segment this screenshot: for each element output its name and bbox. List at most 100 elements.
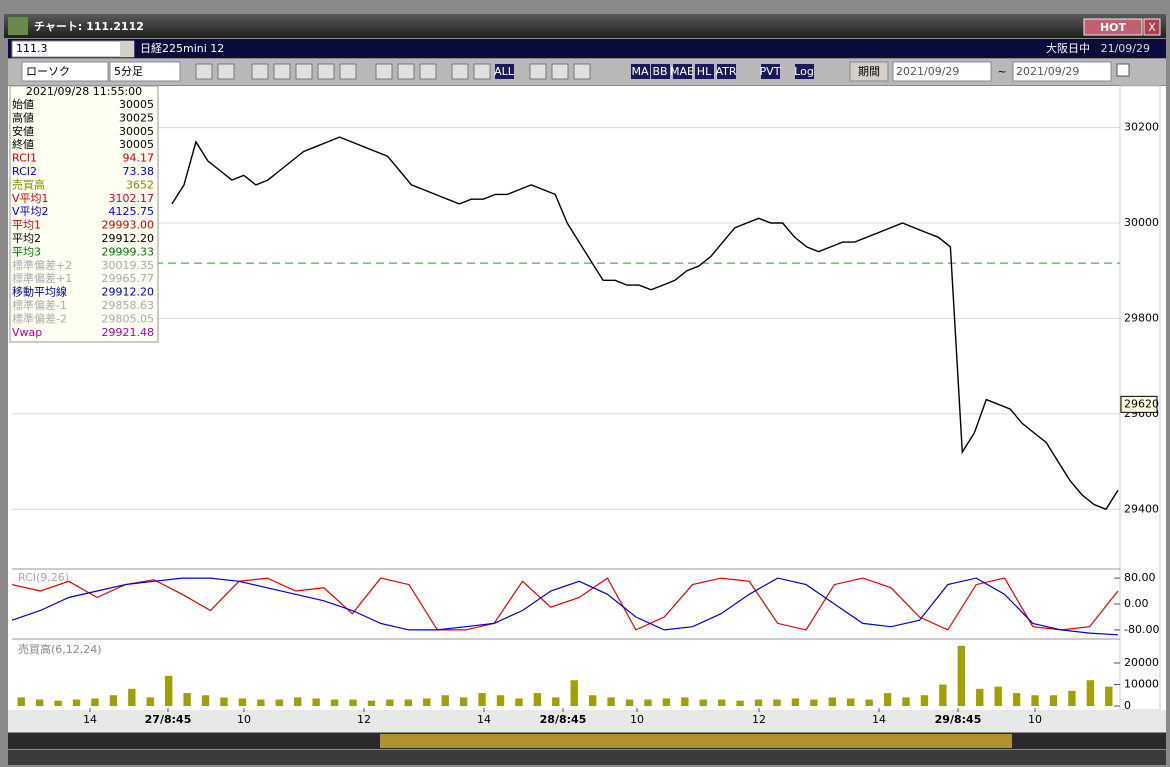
price-line xyxy=(171,136,1119,511)
date-from[interactable]: 2021/09/29 xyxy=(896,65,959,78)
volume-bar xyxy=(515,698,523,707)
toolbar-icon[interactable] xyxy=(717,64,736,79)
volume-bar xyxy=(128,688,136,707)
volume-bar xyxy=(810,699,818,707)
toolbar-icon[interactable] xyxy=(317,63,335,80)
toolbar-icon[interactable] xyxy=(195,63,213,80)
toolbar-icon-label[interactable]: Log xyxy=(794,65,814,78)
code-text[interactable]: 111.3 xyxy=(16,42,48,55)
panel-label: 売買高(6,12,24) xyxy=(18,642,102,656)
date-to-input[interactable] xyxy=(1012,61,1112,82)
toolbar-icon-label[interactable]: BB xyxy=(652,65,667,78)
toolbar-icon[interactable] xyxy=(529,63,547,80)
volume-bar xyxy=(201,695,210,707)
y-tick-label: 0.00 xyxy=(1124,597,1149,610)
interval[interactable]: 5分足 xyxy=(114,65,143,78)
y-tick-label: 80.00 xyxy=(1124,571,1156,584)
info-label: V平均2 xyxy=(12,205,49,218)
toolbar-icon[interactable] xyxy=(251,63,269,80)
toolbar-icon[interactable] xyxy=(339,63,357,80)
code-dropdown[interactable] xyxy=(120,41,134,57)
scroll-thumb[interactable] xyxy=(380,734,1012,748)
toolbar-icon[interactable] xyxy=(397,63,415,80)
volume-bar xyxy=(312,698,320,707)
info-label: 標準偏差-2 xyxy=(12,311,67,325)
interval-select[interactable] xyxy=(109,61,181,82)
toolbar-icon[interactable] xyxy=(695,64,714,79)
toolbar-icon[interactable] xyxy=(673,64,692,79)
chart-type[interactable]: ローソク xyxy=(26,65,70,78)
date-to[interactable]: 2021/09/29 xyxy=(1016,65,1079,78)
info-value: 73.38 xyxy=(123,165,155,178)
info-value: 4125.75 xyxy=(109,205,155,218)
toolbar-icon[interactable] xyxy=(375,63,393,80)
info-rows: 始値 30005 高値 30025 安値 30005 終値 30005 RCI1 94.17 RCI… xyxy=(12,97,154,339)
instrument: 日経225mini 12 xyxy=(140,42,224,55)
toolbar-icon[interactable] xyxy=(495,64,514,79)
volume-bar xyxy=(754,699,763,707)
toolbar-icon[interactable] xyxy=(217,63,235,80)
volume-bar xyxy=(865,699,873,707)
close-label[interactable]: X xyxy=(1148,21,1156,34)
hot-button[interactable] xyxy=(1083,18,1143,36)
toolbar-icon[interactable] xyxy=(419,63,437,80)
toolbar-icon[interactable] xyxy=(473,63,491,80)
rci-line xyxy=(11,577,1119,631)
rci-line xyxy=(11,577,1119,636)
toolbar-icon[interactable] xyxy=(273,63,291,80)
volume-bar xyxy=(294,697,302,707)
close-button[interactable] xyxy=(1143,18,1161,36)
toolbar-icon-label[interactable]: ATR xyxy=(715,65,736,78)
range-sep: ~ xyxy=(997,65,1006,78)
toolbar-icon-label[interactable]: PVT xyxy=(760,65,781,78)
volume-bar xyxy=(496,695,505,707)
info-value: 94.17 xyxy=(123,152,155,165)
info-value: 29912.20 xyxy=(102,286,155,299)
info-value: 29965.77 xyxy=(102,272,155,285)
info-label: 標準偏差-1 xyxy=(12,298,67,312)
checkbox[interactable] xyxy=(1116,63,1130,77)
period-button[interactable] xyxy=(849,61,889,82)
info-value: 29805.05 xyxy=(102,312,155,325)
hot-label[interactable]: HOT xyxy=(1100,21,1127,34)
period-label[interactable]: 期間 xyxy=(858,65,880,78)
chart-type-select[interactable] xyxy=(21,61,109,82)
volume-bar xyxy=(552,697,560,707)
volume-bar xyxy=(441,695,449,707)
y-tick-label: -80.00 xyxy=(1124,623,1159,636)
volume-bar xyxy=(35,699,44,707)
info-label: RCI1 xyxy=(12,152,37,165)
info-value: 3652 xyxy=(126,178,154,191)
toolbar-icon[interactable] xyxy=(761,64,780,79)
x-tick-label: 10 xyxy=(237,713,251,726)
volume-bar xyxy=(17,697,25,707)
info-label: 標準偏差+1 xyxy=(12,271,72,285)
header-date: 21/09/29 xyxy=(1101,42,1150,55)
toolbar-icon-label[interactable]: MAE xyxy=(670,65,694,78)
volume-bar xyxy=(681,697,689,707)
date-from-input[interactable] xyxy=(892,61,992,82)
toolbar-icon[interactable] xyxy=(451,63,469,80)
toolbar-icon[interactable] xyxy=(295,63,313,80)
toolbar-icon-label[interactable]: MA xyxy=(631,65,648,78)
info-value: 29993.00 xyxy=(102,219,155,232)
x-tick-label: 29/8:45 xyxy=(935,713,982,726)
toolbar-icon[interactable] xyxy=(631,64,650,79)
x-tick-label: 27/8:45 xyxy=(145,713,192,726)
info-datetime: 2021/09/28 11:55:00 xyxy=(26,85,142,98)
status-bar xyxy=(8,750,1166,765)
toolbar-icon-label[interactable]: ALL xyxy=(494,65,515,78)
info-value: 29858.63 xyxy=(102,299,155,312)
volume-bar xyxy=(699,699,707,707)
volume-bar xyxy=(275,699,283,707)
x-tick-label: 10 xyxy=(630,713,644,726)
toolbar-icon-label[interactable]: HL xyxy=(697,65,712,78)
y-tick-label: 30200 xyxy=(1124,121,1159,134)
volume-bar xyxy=(91,698,99,707)
toolbar-icon[interactable] xyxy=(573,63,591,80)
toolbar-icon[interactable] xyxy=(795,64,814,79)
toolbar-icon[interactable] xyxy=(551,63,569,80)
toolbar-icon[interactable] xyxy=(651,64,670,79)
